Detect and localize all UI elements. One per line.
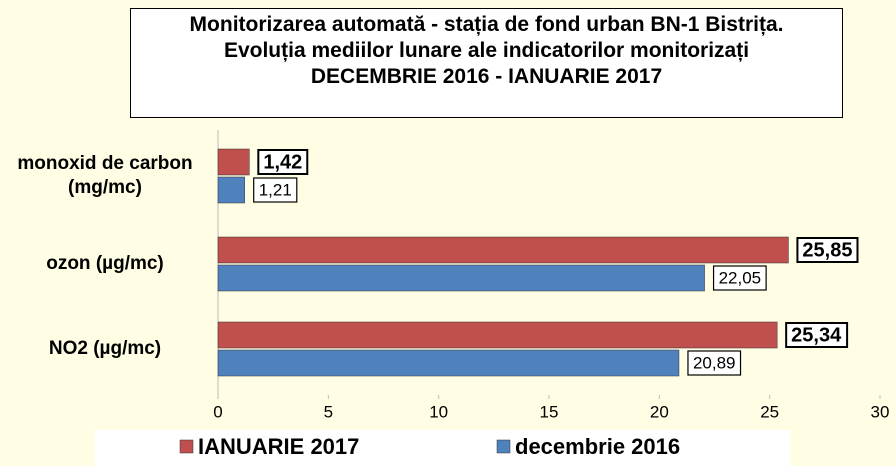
value-label: 1,42 xyxy=(263,151,302,173)
value-label-box xyxy=(796,237,859,263)
legend-label: IANUARIE 2017 xyxy=(198,434,359,459)
bar xyxy=(217,349,680,377)
category-label: monoxid de carbon (mg/mc) xyxy=(17,153,193,198)
value-label-box xyxy=(687,350,742,376)
bar xyxy=(217,148,250,176)
x-tick-label: 5 xyxy=(324,402,333,421)
x-tick-label: 20 xyxy=(650,402,669,421)
value-label: 22,05 xyxy=(719,268,762,287)
value-label-box xyxy=(785,322,849,348)
x-tick-label: 25 xyxy=(760,402,779,421)
x-tick-label: 15 xyxy=(540,402,559,421)
legend-swatch xyxy=(496,439,511,454)
x-tick-label: 30 xyxy=(871,402,890,421)
value-label: 1,21 xyxy=(259,180,292,199)
bar xyxy=(217,176,245,204)
value-label-box xyxy=(253,177,298,203)
bar xyxy=(217,264,705,292)
legend-swatch xyxy=(179,439,194,454)
x-tick-label: 10 xyxy=(429,402,448,421)
value-label: 25,85 xyxy=(802,239,852,261)
chart-title: Monitorizarea automată - stația de fond … xyxy=(189,13,784,62)
value-label: 20,89 xyxy=(693,353,736,372)
legend-label: decembrie 2016 xyxy=(515,434,680,459)
value-label-box xyxy=(257,149,309,175)
value-label: 25,34 xyxy=(791,324,842,346)
chart-subtitle: DECEMBRIE 2016 - IANUARIE 2017 xyxy=(310,65,663,88)
value-label-box xyxy=(712,265,767,291)
title-box: Monitorizarea automată - stația de fond … xyxy=(130,8,843,118)
category-label: NO2 (µg/mc) xyxy=(48,338,162,359)
bar xyxy=(217,321,778,349)
x-tick-label: 0 xyxy=(213,402,222,421)
bar xyxy=(217,236,789,264)
category-label: ozon (µg/mc) xyxy=(46,253,164,274)
legend-box xyxy=(95,430,790,466)
